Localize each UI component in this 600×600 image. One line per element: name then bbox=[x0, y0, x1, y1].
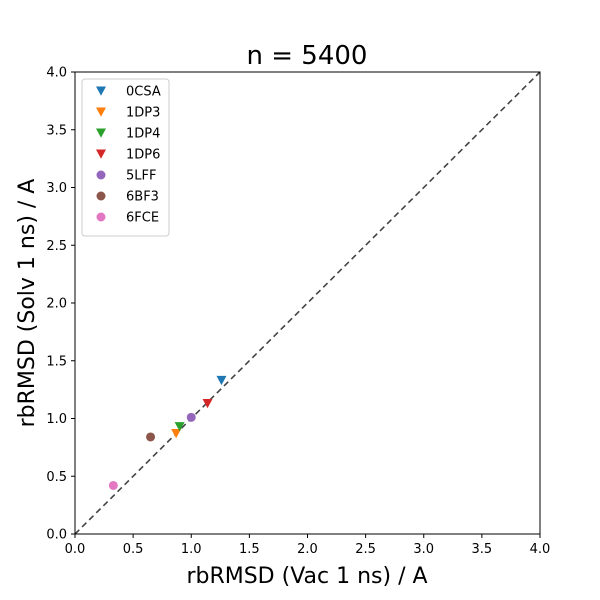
x-tick-label: 1.0 bbox=[181, 542, 202, 557]
y-tick-label: 0.0 bbox=[46, 528, 67, 543]
y-axis-label: rbRMSD (Solv 1 ns) / A bbox=[15, 179, 40, 428]
y-tick-label: 1.0 bbox=[46, 412, 67, 427]
legend-label: 6FCE bbox=[126, 211, 159, 226]
legend-label: 6BF3 bbox=[126, 190, 159, 205]
x-tick-label: 2.5 bbox=[355, 542, 376, 557]
legend-marker-0csa bbox=[96, 86, 106, 96]
legend-marker-1dp4 bbox=[96, 128, 106, 138]
y-tick-label: 3.5 bbox=[46, 123, 67, 138]
legend-label: 0CSA bbox=[126, 85, 161, 100]
y-tick-label: 3.0 bbox=[46, 181, 67, 196]
x-tick-label: 0.5 bbox=[123, 542, 144, 557]
x-tick-label: 3.0 bbox=[413, 542, 434, 557]
legend-marker-1dp3 bbox=[96, 107, 106, 117]
y-tick-label: 2.5 bbox=[46, 239, 67, 254]
x-tick-label: 3.5 bbox=[472, 542, 493, 557]
legend-marker-6bf3 bbox=[96, 191, 106, 201]
legend-label: 5LFF bbox=[126, 169, 156, 184]
data-point-6fce bbox=[108, 480, 118, 490]
legend: 0CSA 1DP3 1DP4 1DP6 5LFF 6BF3 6FCE bbox=[81, 78, 170, 237]
data-point-0csa bbox=[216, 375, 227, 386]
legend-marker-6fce bbox=[96, 212, 106, 222]
legend-label: 1DP4 bbox=[126, 127, 160, 142]
data-point-1dp6 bbox=[202, 398, 213, 409]
x-tick-label: 2.0 bbox=[297, 542, 318, 557]
legend-label: 1DP3 bbox=[126, 106, 160, 121]
legend-marker-1dp6 bbox=[96, 149, 106, 159]
y-tick-label: 1.5 bbox=[46, 354, 67, 369]
axes-frame bbox=[74, 71, 541, 535]
data-point-1dp3 bbox=[171, 429, 182, 439]
x-tick-label: 1.5 bbox=[239, 542, 260, 557]
y-tick-label: 2.0 bbox=[46, 297, 67, 312]
legend-marker-5lff bbox=[96, 170, 106, 180]
data-point-6bf3 bbox=[146, 432, 156, 442]
data-point-1dp4 bbox=[174, 422, 185, 432]
x-tick-label: 4.0 bbox=[530, 542, 551, 557]
legend-label: 1DP6 bbox=[126, 148, 160, 163]
x-axis-label: rbRMSD (Vac 1 ns) / A bbox=[186, 564, 427, 589]
data-point-5lff bbox=[186, 412, 196, 422]
chart-title: n = 5400 bbox=[247, 41, 368, 71]
plot-area: 0.0 0.5 1.0 1.5 2.0 2.5 3.0 3.5 4.0 0.0 0.5 1.0 1.5 2… bbox=[46, 66, 550, 558]
x-tick-label: 0.0 bbox=[65, 542, 86, 557]
y-tick-label: 4.0 bbox=[46, 66, 67, 81]
y-tick-label: 0.5 bbox=[46, 470, 67, 485]
